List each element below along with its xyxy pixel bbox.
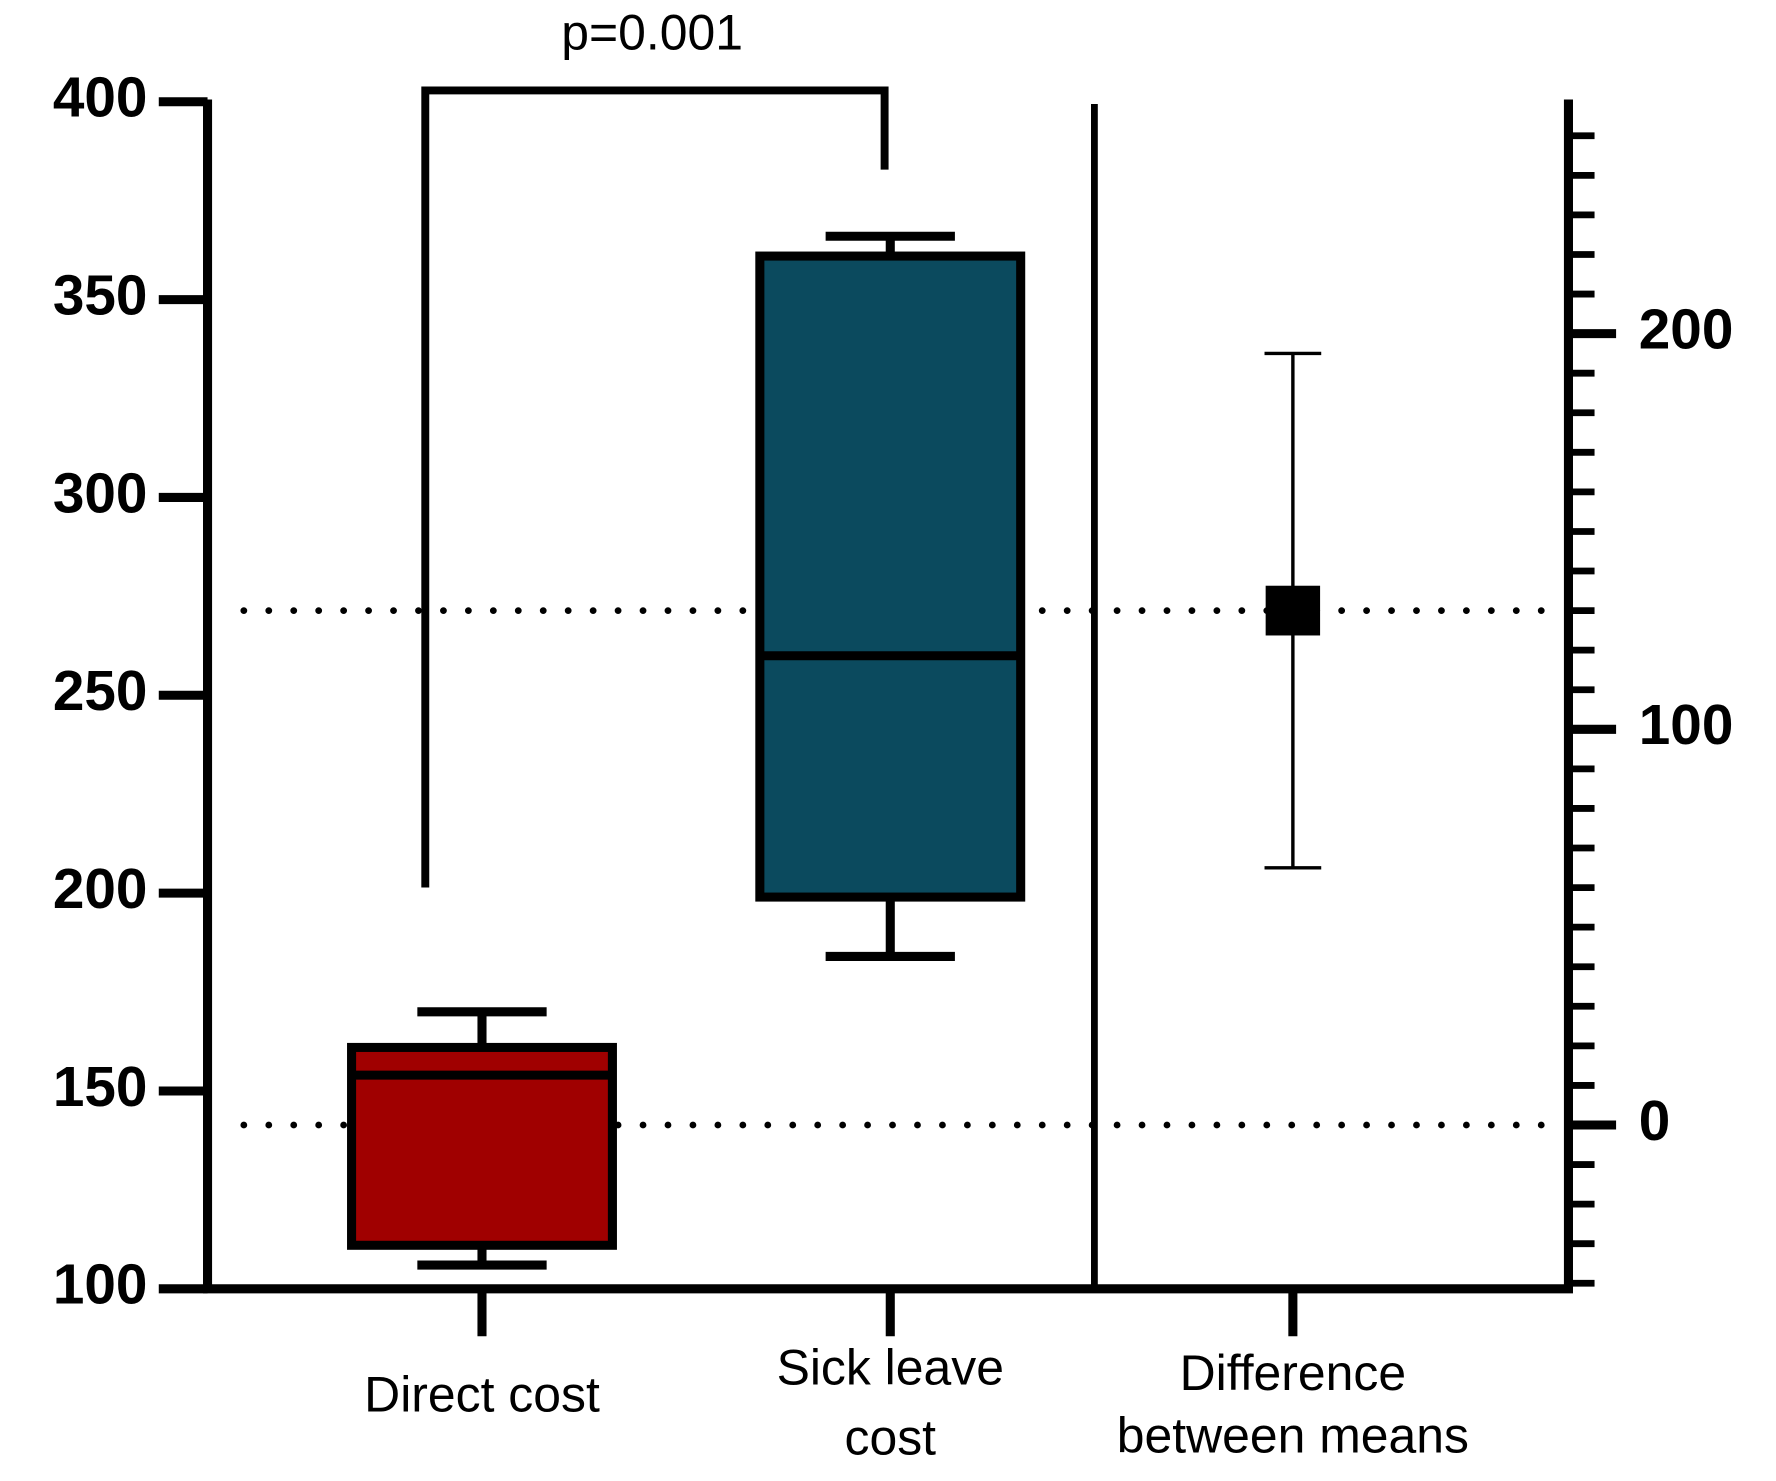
- x-tick-label: Sick leave: [777, 1340, 1004, 1396]
- significance-label: p=0.001: [561, 4, 743, 60]
- box: [755, 251, 1026, 902]
- x-tick-label: Difference: [1180, 1345, 1406, 1401]
- y-tick-label: 300: [53, 461, 148, 524]
- y-tick-label: 150: [53, 1055, 148, 1118]
- y2-tick-label: 0: [1639, 1089, 1671, 1152]
- x-tick-label: Direct cost: [364, 1367, 600, 1423]
- x-tick-label: between means: [1117, 1407, 1469, 1463]
- y-tick-label: 100: [53, 1253, 148, 1316]
- y-tick-label: 350: [53, 264, 148, 327]
- y-tick-label: 400: [53, 66, 148, 129]
- y-tick-label: 250: [53, 659, 148, 722]
- significance-bracket: [421, 86, 889, 888]
- box: [347, 1042, 617, 1250]
- y2-tick-label: 200: [1639, 298, 1734, 361]
- y-tick-label: 200: [53, 857, 148, 920]
- y2-tick-label: 100: [1639, 693, 1734, 756]
- x-tick-label: cost: [845, 1410, 937, 1466]
- mean-marker: [1265, 585, 1321, 636]
